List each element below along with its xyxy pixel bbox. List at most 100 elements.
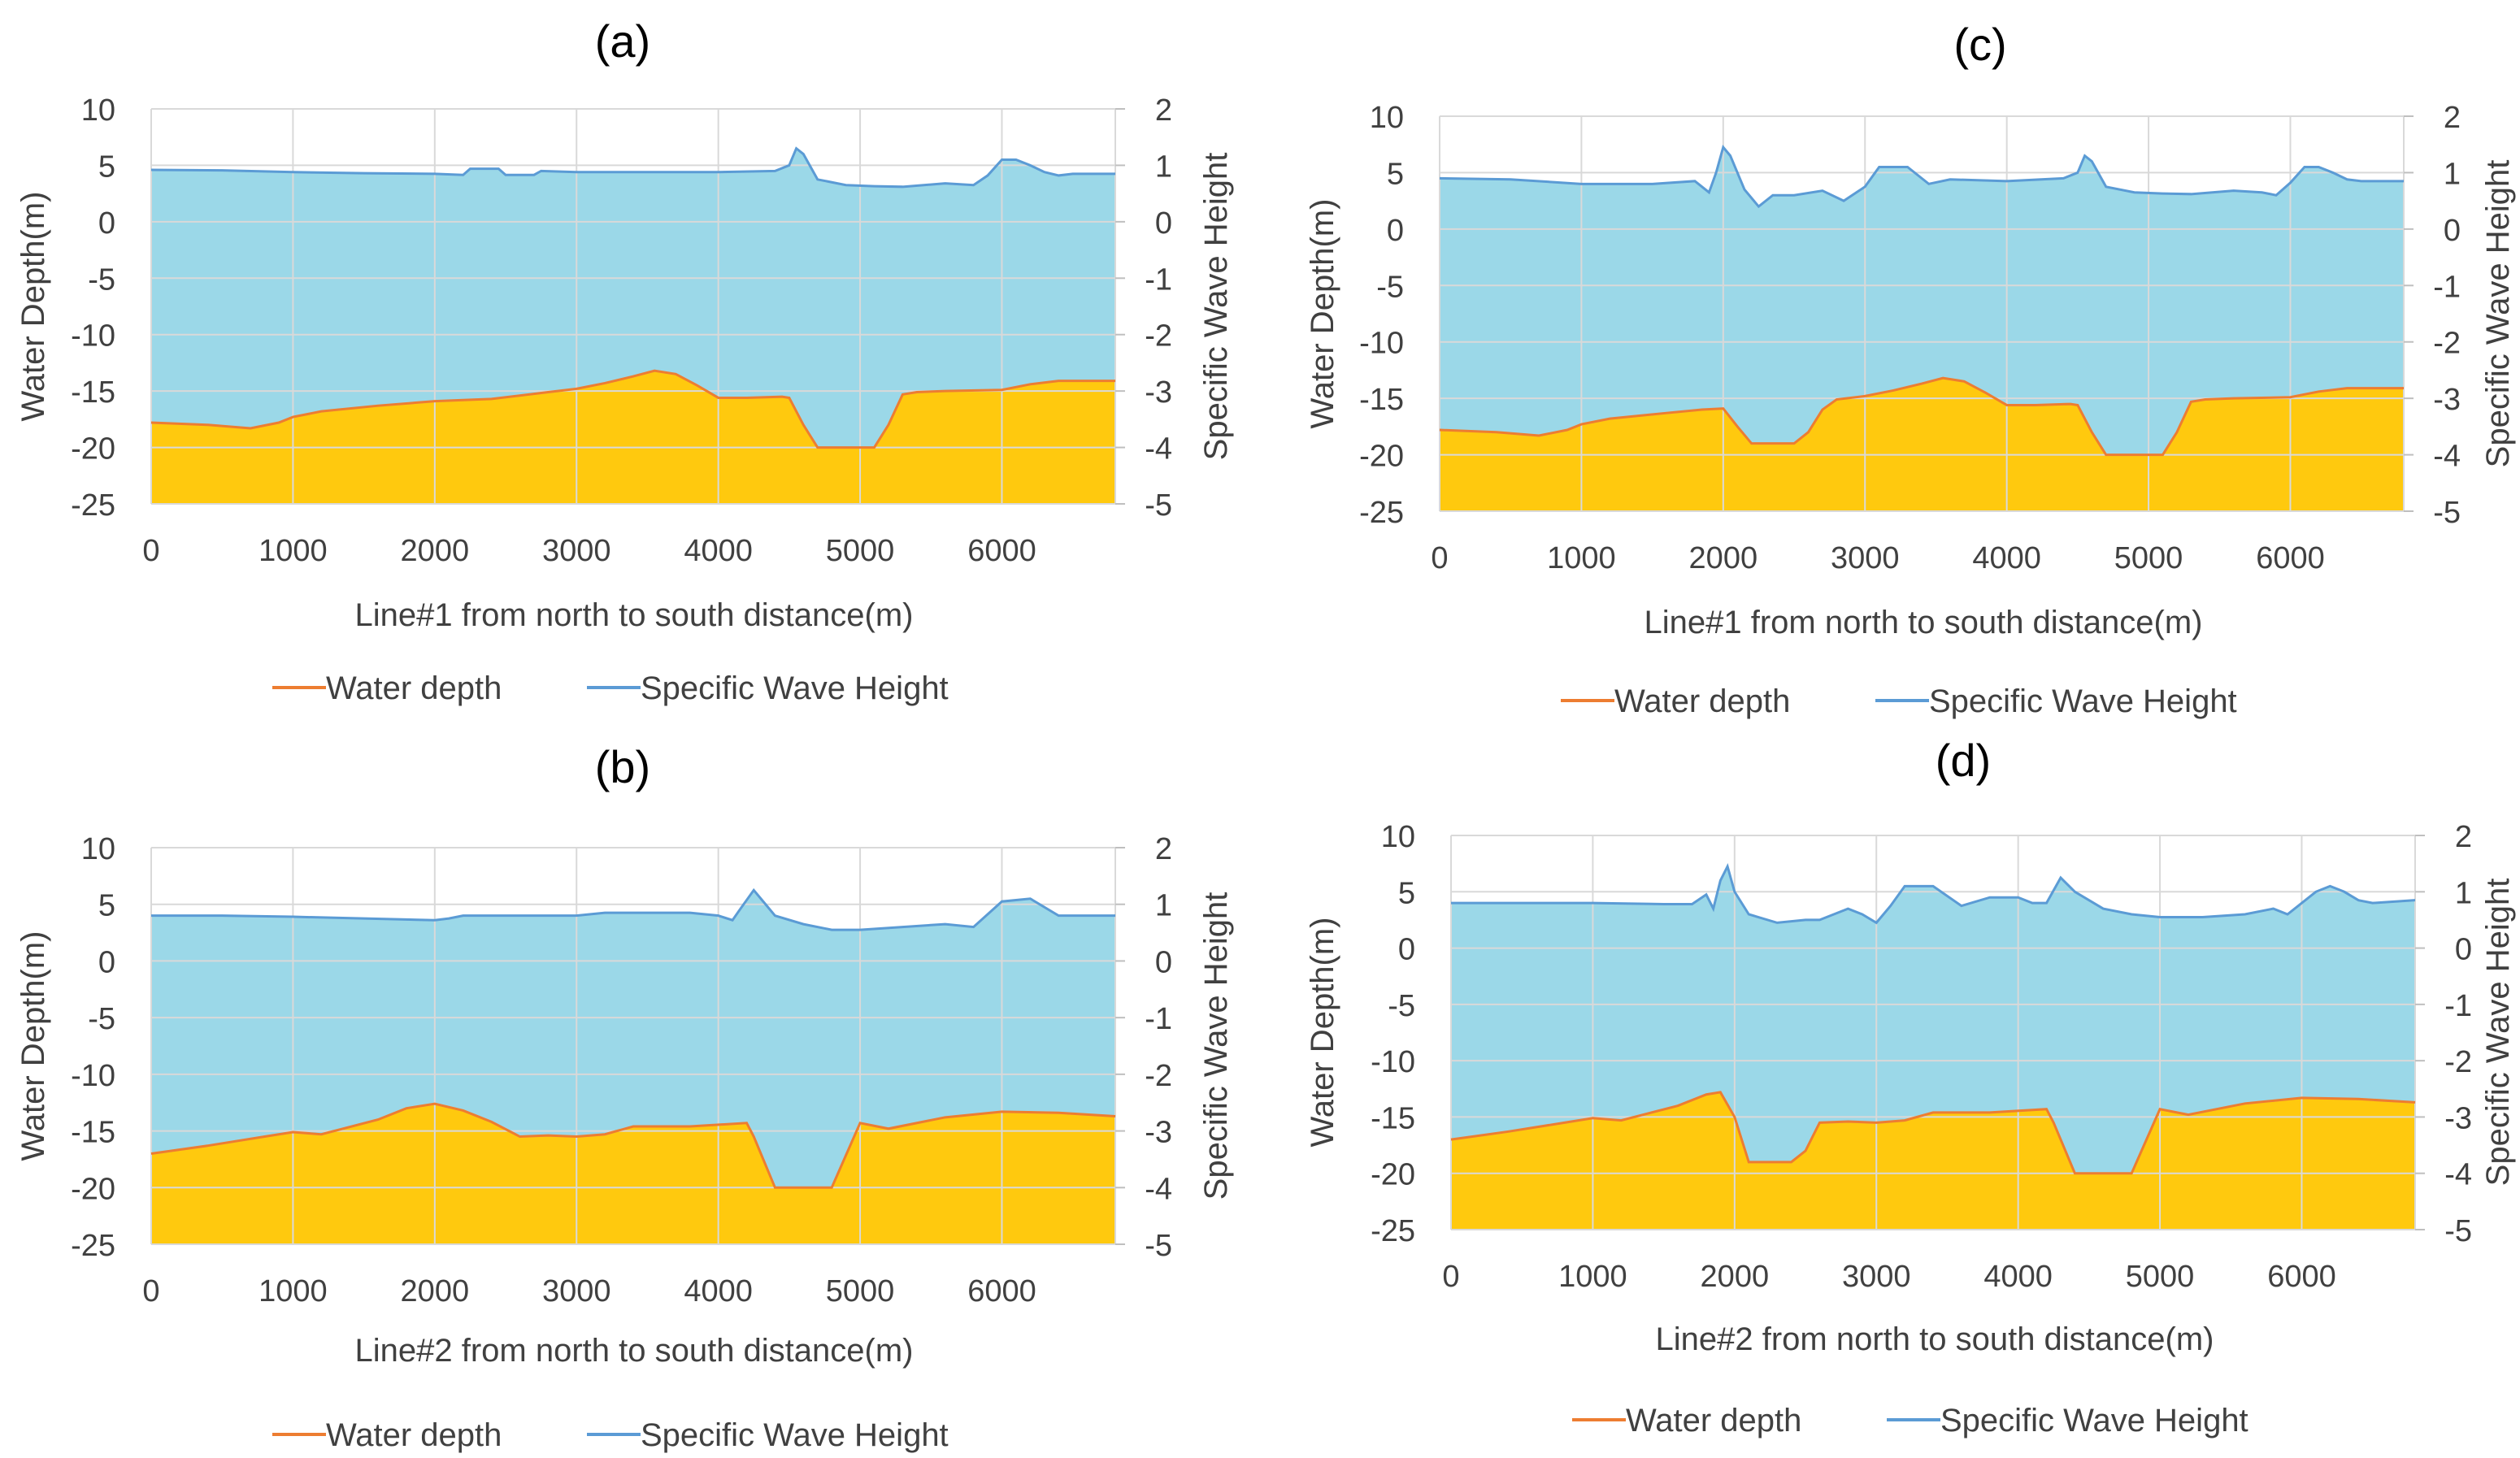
y-tick-label: -20 (1359, 440, 1404, 474)
wave-height-line (1451, 862, 2416, 925)
y-tick-label: -25 (71, 1229, 115, 1263)
x-tick-label: 2000 (1701, 1260, 1770, 1294)
y2-tick-label: -5 (2433, 496, 2461, 530)
y-tick-label: -10 (71, 319, 115, 354)
panel-label: (a) (595, 15, 650, 67)
y-axis-title: Water Depth(m) (1305, 917, 1340, 1147)
y-tick-label: -25 (1359, 496, 1404, 530)
y2-tick-label: 1 (2444, 157, 2461, 191)
wave-height-line (150, 146, 1115, 189)
x-tick-label: 6000 (2256, 541, 2325, 575)
y2-tick-label: 1 (1155, 150, 1172, 184)
y2-tick-label: 0 (2444, 214, 2461, 248)
x-tick-label: 5000 (2114, 541, 2183, 575)
wave-height-line (1439, 145, 2404, 209)
y2-tick-label: -2 (1145, 319, 1172, 354)
y-tick-label: 10 (1370, 101, 1404, 135)
x-tick-label: 5000 (826, 1274, 895, 1308)
x-tick-label: 6000 (967, 1274, 1036, 1308)
y-tick-label: -25 (1371, 1214, 1415, 1248)
legend-wave-label: Specific Wave Height (1929, 683, 2237, 719)
x-tick-label: 5000 (826, 534, 895, 568)
y-axis-title: Water Depth(m) (15, 931, 51, 1161)
y2-tick-label: -3 (2444, 1101, 2472, 1135)
y2-tick-label: 0 (1155, 945, 1172, 979)
y2-tick-label: 0 (2455, 933, 2472, 967)
x-tick-label: 4000 (1972, 541, 2041, 575)
x-tick-label: 0 (142, 534, 159, 568)
y2-tick-label: 1 (1155, 889, 1172, 923)
x-tick-label: 2000 (1689, 541, 1758, 575)
y-tick-label: -20 (1371, 1158, 1415, 1192)
seabed-area (151, 371, 1115, 504)
y-tick-label: -20 (71, 432, 115, 466)
y2-tick-label: -3 (1145, 375, 1172, 410)
x-tick-label: 0 (1431, 541, 1448, 575)
x-axis-title: Line#2 from north to south distance(m) (354, 1333, 913, 1369)
y2-tick-label: -2 (2433, 327, 2461, 361)
panel-label: (d) (1936, 735, 1991, 786)
wave-height-line (151, 887, 1115, 931)
y-tick-label: 5 (1387, 157, 1404, 191)
y2-tick-label: -2 (1145, 1059, 1172, 1093)
y2-axis-title: Specific Wave Height (2480, 879, 2516, 1187)
y-tick-label: -5 (1376, 270, 1404, 304)
y2-tick-label: -3 (2433, 383, 2461, 417)
x-tick-label: 6000 (967, 534, 1036, 568)
x-tick-label: 1000 (1558, 1260, 1627, 1294)
y-tick-label: 0 (1398, 933, 1415, 967)
y-tick-label: 5 (1398, 876, 1415, 910)
y-tick-label: 5 (98, 150, 115, 184)
y2-tick-label: -4 (1145, 1172, 1172, 1206)
seabed-area (151, 1104, 1115, 1244)
y2-tick-label: -5 (1145, 1229, 1172, 1263)
y2-tick-label: -5 (1145, 488, 1172, 523)
y-axis-title: Water Depth(m) (1305, 198, 1340, 428)
y-tick-label: 10 (81, 93, 115, 128)
y2-axis-title: Specific Wave Height (2480, 160, 2516, 468)
y-tick-label: -15 (1371, 1101, 1415, 1135)
y-tick-label: 0 (98, 945, 115, 979)
y-tick-label: 0 (1387, 214, 1404, 248)
legend-wave-label: Specific Wave Height (641, 1417, 949, 1453)
legend-wave-label: Specific Wave Height (641, 670, 949, 706)
x-tick-label: 3000 (1842, 1260, 1911, 1294)
y-tick-label: 10 (81, 832, 115, 866)
y2-tick-label: -4 (1145, 432, 1172, 466)
y2-tick-label: 2 (1155, 832, 1172, 866)
x-tick-label: 1000 (1547, 541, 1616, 575)
y-tick-label: -20 (71, 1172, 115, 1206)
legend-wave-label: Specific Wave Height (1940, 1403, 2248, 1438)
x-axis-title: Line#1 from north to south distance(m) (1644, 605, 2202, 640)
y2-tick-label: -5 (2444, 1214, 2472, 1248)
x-tick-label: 4000 (684, 1274, 753, 1308)
panel-label: (c) (1953, 19, 2006, 70)
y2-tick-label: -4 (2433, 440, 2461, 474)
water-depth-line (150, 369, 1115, 449)
y2-tick-label: 1 (2455, 876, 2472, 910)
water-depth-line (1439, 376, 2404, 457)
y-tick-label: -5 (88, 263, 115, 297)
x-axis-title: Line#2 from north to south distance(m) (1655, 1321, 2214, 1357)
y2-tick-label: -1 (1145, 263, 1172, 297)
y2-tick-label: 2 (2444, 101, 2461, 135)
y-tick-label: -15 (1359, 383, 1404, 417)
x-tick-label: 1000 (259, 1274, 328, 1308)
panel-label: (b) (595, 741, 650, 792)
y-tick-label: -25 (71, 488, 115, 523)
y2-tick-label: -1 (2444, 989, 2472, 1023)
seabed-area (1440, 378, 2404, 511)
x-tick-label: 2000 (401, 1274, 470, 1308)
x-tick-label: 0 (142, 1274, 159, 1308)
y2-tick-label: 0 (1155, 206, 1172, 241)
y2-tick-label: -1 (1145, 1002, 1172, 1036)
y-tick-label: 10 (1381, 820, 1415, 854)
x-tick-label: 5000 (2126, 1260, 2195, 1294)
y-tick-label: -15 (71, 375, 115, 410)
y2-tick-label: -4 (2444, 1158, 2472, 1192)
y-tick-label: -10 (1359, 327, 1404, 361)
y-tick-label: -10 (71, 1059, 115, 1093)
